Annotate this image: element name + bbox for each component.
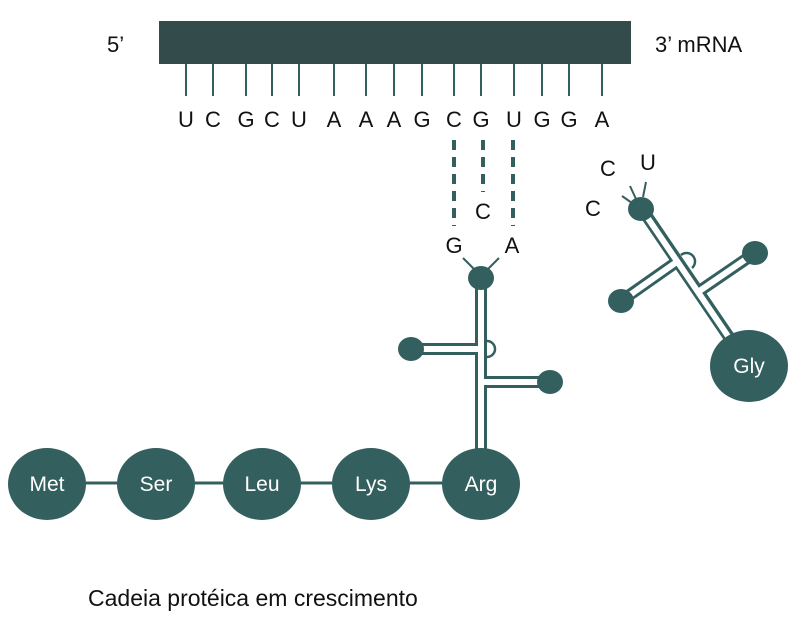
mrna-base: C [205,107,221,132]
mrna-base: G [237,107,254,132]
trna-arg-body [411,282,550,467]
gly-anticodon-base: U [640,150,656,175]
mrna-base: A [595,107,610,132]
mrna-base: U [291,107,307,132]
amino-acid-lys [332,448,410,520]
five-prime-label: 5’ [107,32,124,57]
mrna-base: A [359,107,374,132]
codon-anticodon-pairing [452,140,515,226]
trna-gly: C C U Gly [585,150,788,402]
mrna-base: U [506,107,522,132]
amino-acid-label: Leu [244,473,279,496]
mrna-base: U [178,107,194,132]
trna-arg-right-loop [537,370,563,394]
amino-acid-ser [117,448,195,520]
anticodon-tick [487,257,500,270]
arg-amino-acid-label: Arg [465,473,498,496]
mrna-base: C [446,107,462,132]
gly-anticodon-base: C [600,156,616,181]
trna-arg-bulge [486,339,497,359]
anticodon-tick [629,185,637,200]
trna-gly-bulge [680,251,697,269]
gly-amino-acid-label: Gly [733,355,765,378]
trna-arg-top-node [468,266,494,290]
caption: Cadeia protéica em crescimento [88,585,418,611]
trna-arg-left-loop [398,337,424,361]
mrna-base: G [533,107,550,132]
mrna-bases: U C G C U A A A G C G U G G A [178,107,610,132]
anticodon-tick [462,257,475,270]
mrna-base: G [413,107,430,132]
trna-gly-left-loop [608,289,634,313]
mrna-strand: 5’ 3’ mRNA U C G C U A A A G C G U G G A [107,21,743,132]
trna-gly-right-loop [742,241,768,265]
mrna-backbone [159,21,631,64]
gly-amino-acid [710,330,788,402]
mrna-base: C [264,107,280,132]
protein-chain: Met Ser Leu Lys Arg [8,448,520,520]
arg-anticodon-base: C [475,199,491,224]
amino-acid-label: Met [29,473,64,496]
anticodon-tick [621,195,633,204]
mrna-base: G [560,107,577,132]
anticodon-tick [642,181,647,198]
trna-gly-top-node [628,197,654,221]
amino-acid-leu [223,448,301,520]
trna-arg-inner [418,288,544,460]
arg-anticodon-base: G [445,233,462,258]
trna-arg: G C A [398,199,563,467]
arg-anticodon-base: A [505,233,520,258]
amino-acid-label: Lys [355,473,387,496]
amino-acid-label: Ser [140,473,173,496]
amino-acid-arg [442,448,520,520]
mrna-base-ticks [185,64,603,96]
amino-acid-met [8,448,86,520]
mrna-base: A [327,107,342,132]
gly-anticodon-base: C [585,196,601,221]
three-prime-mrna-label: 3’ mRNA [655,32,743,57]
mrna-base: G [472,107,489,132]
trna-gly-inner [625,212,751,347]
mrna-base: A [387,107,402,132]
